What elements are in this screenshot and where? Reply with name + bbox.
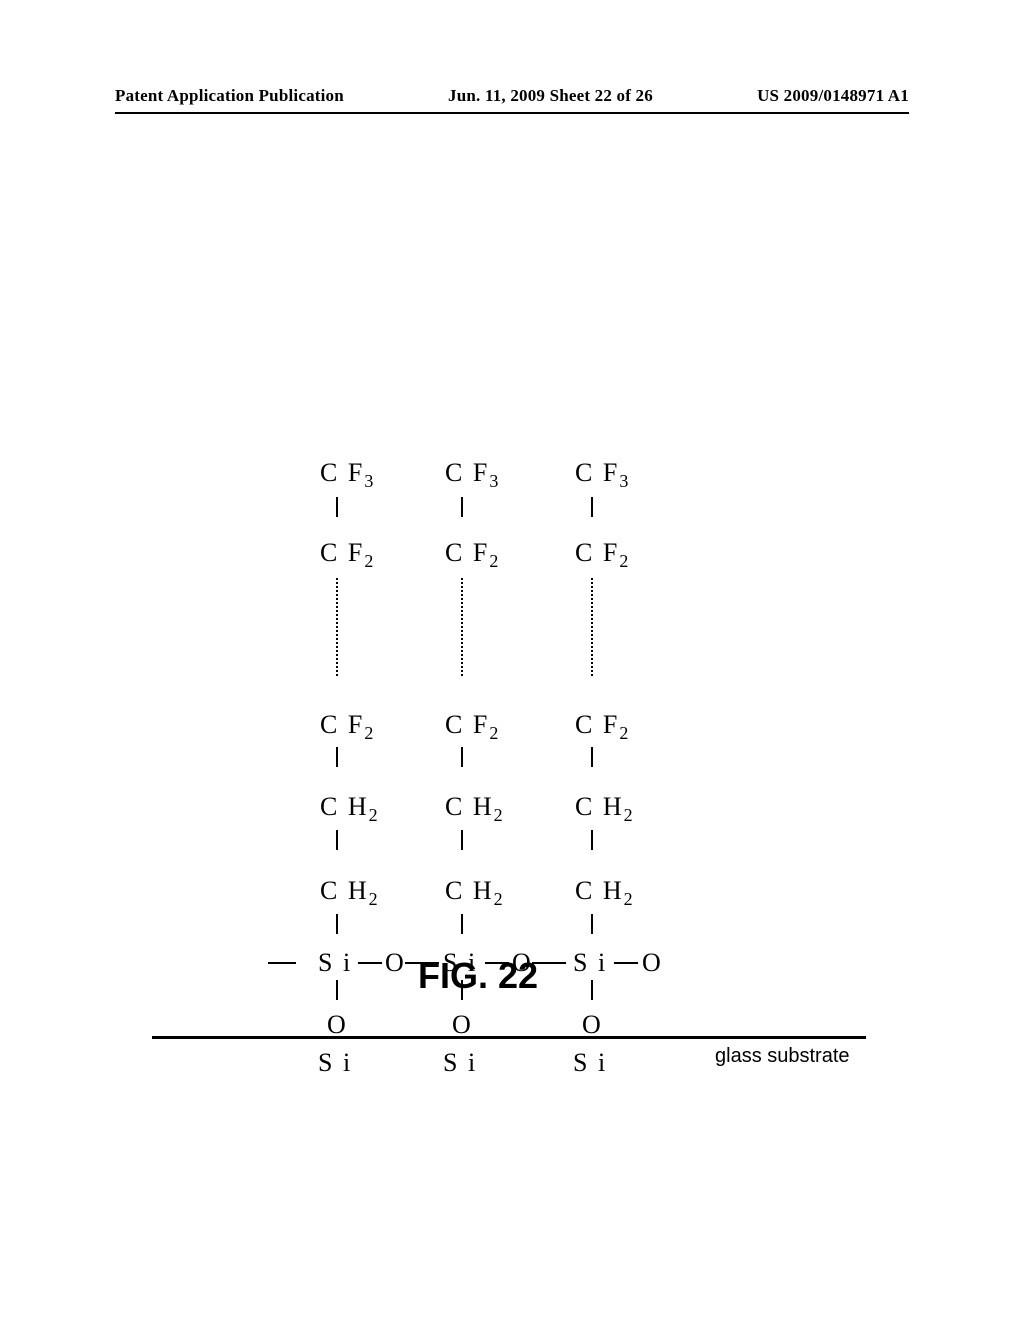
cf3-label: C F3 [575,458,628,492]
cf2-label: C F2 [445,710,498,744]
bond-bar [336,980,338,1000]
si-substrate-label: S i [443,1048,477,1078]
si-o-bond [358,962,382,964]
figure-caption: FIG. 22 [418,955,538,997]
ch2-label: C H2 [445,876,503,910]
glass-substrate-label: glass substrate [715,1045,850,1068]
cf3-label: C F3 [320,458,373,492]
ch2-label: C H2 [445,792,503,826]
header-center: Jun. 11, 2009 Sheet 22 of 26 [448,86,653,106]
bond-bar [591,980,593,1000]
bond-bar [336,914,338,934]
si-substrate-label: S i [573,1048,607,1078]
header-right: US 2009/0148971 A1 [757,86,909,106]
cf3-label: C F3 [445,458,498,492]
page: Patent Application Publication Jun. 11, … [0,0,1024,1320]
si-label: S i [318,948,352,978]
substrate-rule [152,1036,866,1039]
bond-bar [591,830,593,850]
bond-dotted [591,578,593,676]
si-label: S i [573,948,607,978]
cf2-label: C F2 [445,538,498,572]
ch2-label: C H2 [575,792,633,826]
ch2-label: C H2 [320,792,378,826]
bond-bar [336,497,338,517]
cf2-label: C F2 [320,538,373,572]
bond-bar [336,830,338,850]
si-o-bond [268,962,296,964]
page-header: Patent Application Publication Jun. 11, … [115,86,909,106]
bond-dotted [461,578,463,676]
bond-bar [461,830,463,850]
cf2-label: C F2 [575,710,628,744]
bond-bar [336,747,338,767]
si-substrate-label: S i [318,1048,352,1078]
o-between-label: O [385,948,404,978]
bond-bar [461,747,463,767]
o-trailing-label: O [642,948,661,978]
cf2-label: C F2 [320,710,373,744]
bond-bar [591,497,593,517]
bond-bar [591,747,593,767]
bond-dotted [336,578,338,676]
bond-bar [591,914,593,934]
header-left: Patent Application Publication [115,86,344,106]
ch2-label: C H2 [575,876,633,910]
bond-bar [461,914,463,934]
cf2-label: C F2 [575,538,628,572]
bond-bar [461,497,463,517]
si-o-bond [614,962,638,964]
header-rule [115,112,909,114]
ch2-label: C H2 [320,876,378,910]
